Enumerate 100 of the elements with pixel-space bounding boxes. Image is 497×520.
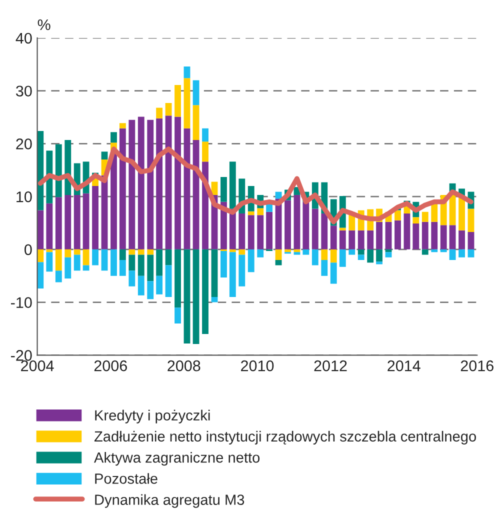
- bar: [184, 66, 190, 78]
- x-tick-label: 2008: [168, 360, 200, 372]
- bar: [229, 249, 236, 252]
- bar: [468, 232, 474, 250]
- bar: [55, 197, 62, 250]
- bar: [174, 249, 181, 308]
- bar: [192, 249, 200, 344]
- bar: [46, 249, 53, 252]
- bar: [220, 251, 227, 278]
- bar: [184, 78, 190, 128]
- bar: [339, 230, 346, 250]
- bar: [92, 186, 98, 250]
- x-tick-label: 2012: [314, 360, 347, 372]
- bar: [147, 249, 154, 255]
- x-tick-label: 2016: [460, 360, 494, 372]
- bar: [147, 281, 154, 300]
- bar: [376, 222, 382, 250]
- bar: [74, 194, 80, 250]
- bar: [192, 80, 200, 106]
- bar: [257, 215, 264, 250]
- bar: [238, 213, 246, 250]
- bar: [257, 208, 264, 216]
- bar: [165, 265, 172, 298]
- bar: [64, 249, 72, 258]
- bar: [220, 177, 227, 202]
- bar: [64, 257, 72, 279]
- legend-label: Pozostałe: [95, 473, 158, 484]
- y-tick-label: 20: [16, 138, 32, 150]
- bar: [156, 118, 163, 250]
- bar: [367, 249, 374, 263]
- bar: [192, 105, 200, 140]
- bar: [128, 249, 136, 255]
- bar: [468, 208, 474, 232]
- bar: [174, 308, 181, 324]
- bar: [385, 252, 392, 258]
- bar: [128, 254, 136, 271]
- bar: [55, 144, 62, 198]
- bar: [74, 254, 80, 271]
- bar: [358, 230, 364, 250]
- legend-label: Kredyty i pożyczki: [95, 410, 210, 424]
- y-axis-title: %: [38, 19, 50, 30]
- bar: [358, 254, 364, 260]
- bar: [229, 162, 236, 209]
- bar: [156, 276, 163, 294]
- bar: [202, 128, 208, 142]
- bar: [404, 213, 410, 250]
- bar: [284, 249, 291, 252]
- bar: [101, 249, 108, 271]
- bar: [119, 260, 126, 276]
- bar: [302, 202, 310, 250]
- bar: [348, 249, 356, 255]
- bar: [82, 249, 90, 266]
- bar: [431, 222, 438, 250]
- bar: [138, 254, 144, 276]
- x-tick-label: 2014: [388, 360, 420, 372]
- bar: [248, 211, 254, 216]
- bar: [385, 222, 392, 250]
- bar: [358, 249, 364, 255]
- bar: [147, 120, 154, 250]
- bar: [156, 108, 163, 118]
- bar: [275, 249, 282, 260]
- bar: [330, 226, 337, 250]
- bar: [468, 249, 474, 258]
- bar: [184, 249, 190, 344]
- bar: [257, 249, 264, 258]
- bar: [312, 249, 318, 266]
- y-tick-label: 0: [24, 244, 32, 256]
- bar: [138, 276, 144, 296]
- y-tick-label: 40: [16, 32, 32, 44]
- bar: [449, 225, 456, 250]
- bar: [46, 203, 53, 250]
- bar: [165, 249, 172, 266]
- y-tick-label: 10: [16, 191, 32, 202]
- bar: [110, 249, 117, 276]
- bar: [321, 260, 328, 276]
- bar: [294, 194, 300, 250]
- legend-label: Aktywa zagraniczne netto: [94, 452, 260, 466]
- bar: [266, 212, 272, 250]
- bar: [394, 210, 401, 220]
- bar: [55, 249, 62, 271]
- bar: [46, 252, 53, 272]
- x-tick-label: 2004: [21, 360, 54, 372]
- bar: [431, 249, 438, 252]
- line-series: [38, 146, 474, 224]
- bar: [147, 254, 154, 282]
- bar: [211, 249, 218, 298]
- bar: [458, 249, 465, 258]
- bar: [422, 222, 428, 250]
- bar: [202, 249, 208, 334]
- bar: [128, 120, 136, 250]
- bar: [440, 249, 447, 252]
- bar: [422, 249, 428, 255]
- bar: [440, 225, 447, 250]
- bar: [330, 249, 337, 263]
- bar: [174, 116, 181, 250]
- bar: [458, 230, 465, 250]
- bar: [376, 262, 382, 264]
- bar: [248, 249, 254, 272]
- bar: [156, 249, 163, 276]
- x-tick-label: 2006: [94, 360, 127, 372]
